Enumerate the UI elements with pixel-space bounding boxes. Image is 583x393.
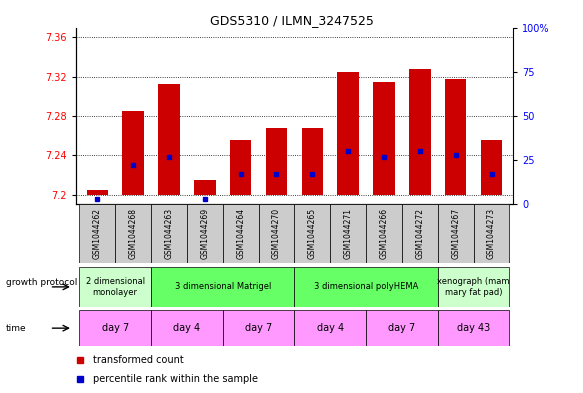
- Bar: [438, 267, 510, 307]
- Bar: [473, 204, 510, 263]
- Text: day 7: day 7: [245, 323, 272, 333]
- Text: xenograph (mam
mary fat pad): xenograph (mam mary fat pad): [437, 277, 510, 297]
- Text: 2 dimensional
monolayer: 2 dimensional monolayer: [86, 277, 145, 297]
- Text: day 4: day 4: [317, 323, 344, 333]
- Text: 3 dimensional Matrigel: 3 dimensional Matrigel: [174, 283, 271, 291]
- Bar: [223, 204, 259, 263]
- Text: GSM1044272: GSM1044272: [415, 208, 424, 259]
- Bar: [194, 180, 216, 195]
- Text: GSM1044264: GSM1044264: [236, 208, 245, 259]
- Bar: [438, 310, 510, 346]
- Text: GSM1044263: GSM1044263: [164, 208, 174, 259]
- Bar: [187, 204, 223, 263]
- Bar: [294, 310, 366, 346]
- Text: GSM1044265: GSM1044265: [308, 208, 317, 259]
- Text: transformed count: transformed count: [93, 354, 184, 365]
- Bar: [223, 310, 294, 346]
- Bar: [409, 69, 431, 195]
- Bar: [151, 267, 294, 307]
- Text: time: time: [6, 324, 26, 332]
- Bar: [330, 204, 366, 263]
- Bar: [294, 267, 438, 307]
- Bar: [79, 204, 115, 263]
- Text: day 7: day 7: [388, 323, 416, 333]
- Text: GSM1044270: GSM1044270: [272, 208, 281, 259]
- Bar: [230, 140, 251, 195]
- Bar: [122, 111, 144, 195]
- Bar: [294, 204, 330, 263]
- Bar: [438, 204, 473, 263]
- Bar: [266, 128, 287, 195]
- Bar: [151, 310, 223, 346]
- Bar: [445, 79, 466, 195]
- Bar: [115, 204, 151, 263]
- Bar: [259, 204, 294, 263]
- Text: GSM1044269: GSM1044269: [201, 208, 209, 259]
- Text: day 43: day 43: [457, 323, 490, 333]
- Text: GSM1044273: GSM1044273: [487, 208, 496, 259]
- Text: GSM1044262: GSM1044262: [93, 208, 102, 259]
- Text: 3 dimensional polyHEMA: 3 dimensional polyHEMA: [314, 283, 418, 291]
- Bar: [79, 267, 151, 307]
- Bar: [79, 310, 151, 346]
- Bar: [366, 310, 438, 346]
- Bar: [481, 140, 503, 195]
- Bar: [402, 204, 438, 263]
- Bar: [158, 83, 180, 195]
- Bar: [86, 189, 108, 195]
- Text: GSM1044266: GSM1044266: [380, 208, 388, 259]
- Text: growth protocol: growth protocol: [6, 279, 77, 287]
- Bar: [366, 204, 402, 263]
- Bar: [301, 128, 323, 195]
- Text: GSM1044267: GSM1044267: [451, 208, 460, 259]
- Text: day 4: day 4: [173, 323, 201, 333]
- Text: GDS5310 / ILMN_3247525: GDS5310 / ILMN_3247525: [209, 14, 374, 27]
- Text: percentile rank within the sample: percentile rank within the sample: [93, 374, 258, 384]
- Text: GSM1044268: GSM1044268: [129, 208, 138, 259]
- Text: day 7: day 7: [101, 323, 129, 333]
- Bar: [151, 204, 187, 263]
- Text: GSM1044271: GSM1044271: [343, 208, 353, 259]
- Bar: [373, 81, 395, 195]
- Bar: [338, 72, 359, 195]
